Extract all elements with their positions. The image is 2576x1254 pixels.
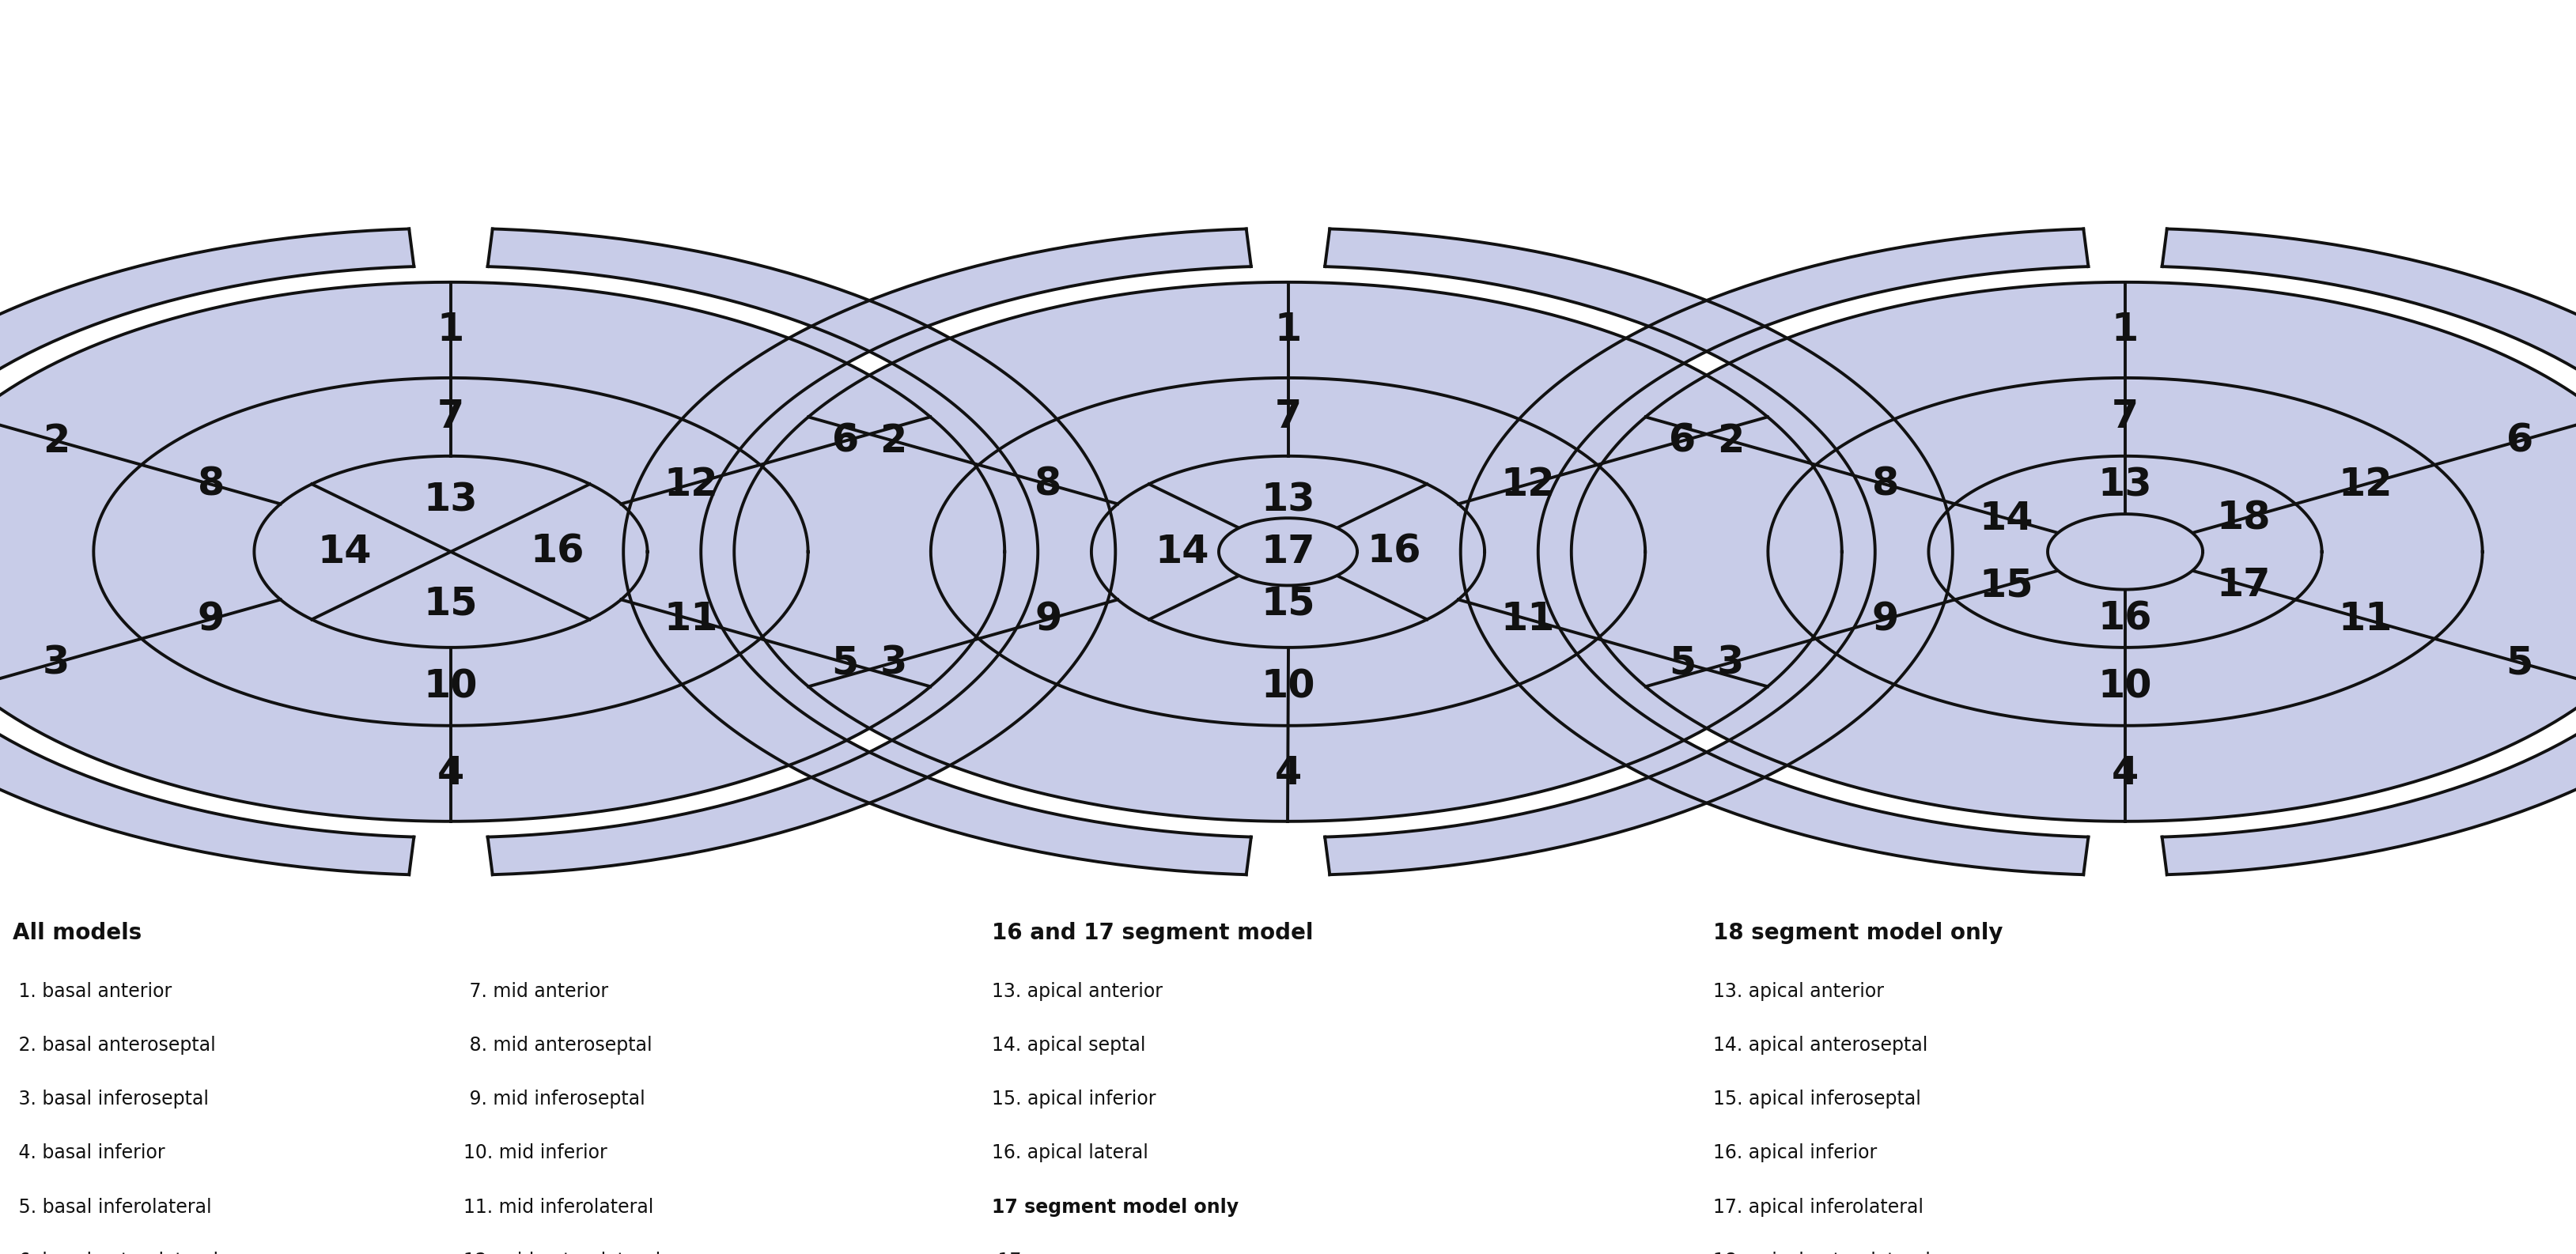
Polygon shape <box>255 456 647 647</box>
Text: 16 and 17 segment model: 16 and 17 segment model <box>992 922 1314 944</box>
Polygon shape <box>1218 518 1358 586</box>
Text: 17: 17 <box>2218 566 2272 604</box>
Text: 4: 4 <box>2112 755 2138 793</box>
Text: 2: 2 <box>1718 421 1744 460</box>
Text: 12: 12 <box>1502 465 1556 503</box>
Text: 4: 4 <box>1275 755 1301 793</box>
Text: 9: 9 <box>1036 601 1061 638</box>
Text: 8: 8 <box>198 465 224 503</box>
Polygon shape <box>93 377 809 726</box>
Text: 1: 1 <box>438 311 464 349</box>
Polygon shape <box>1324 229 1953 874</box>
Text: 16: 16 <box>1368 533 1422 571</box>
Text: 13: 13 <box>1260 482 1316 519</box>
Text: 9: 9 <box>1873 601 1899 638</box>
Text: 7: 7 <box>2112 398 2138 436</box>
Text: 5: 5 <box>1669 643 1695 682</box>
Text: 2: 2 <box>44 421 70 460</box>
Text: 4. basal inferior: 4. basal inferior <box>13 1144 165 1162</box>
Text: 12: 12 <box>665 465 719 503</box>
Text: 5: 5 <box>2506 643 2532 682</box>
Text: 14: 14 <box>1154 533 1208 571</box>
Text: 4: 4 <box>438 755 464 793</box>
Text: 10: 10 <box>422 667 479 706</box>
Text: 6: 6 <box>2506 421 2532 460</box>
Polygon shape <box>1571 282 2576 821</box>
Text: 1: 1 <box>1275 311 1301 349</box>
Text: 11. mid inferolateral: 11. mid inferolateral <box>464 1198 654 1216</box>
Text: 14. apical anteroseptal: 14. apical anteroseptal <box>1713 1036 1927 1055</box>
Text: 7: 7 <box>1275 398 1301 436</box>
Text: 15. apical inferoseptal: 15. apical inferoseptal <box>1713 1090 1922 1109</box>
Text: 18. apical anterolateral: 18. apical anterolateral <box>1713 1251 1929 1254</box>
Polygon shape <box>930 377 1646 726</box>
Text: 18 segment model only: 18 segment model only <box>1713 922 2004 944</box>
Text: 17. apex: 17. apex <box>992 1251 1079 1254</box>
Text: 6: 6 <box>1669 421 1695 460</box>
Text: 2: 2 <box>881 421 907 460</box>
Text: 6. basal anterolateral: 6. basal anterolateral <box>13 1251 219 1254</box>
Text: 1: 1 <box>2112 311 2138 349</box>
Text: 1. basal anterior: 1. basal anterior <box>13 982 173 1001</box>
Text: 9: 9 <box>198 601 224 638</box>
Polygon shape <box>734 282 1842 821</box>
Polygon shape <box>0 282 1005 821</box>
Polygon shape <box>623 229 1252 874</box>
Text: 3: 3 <box>1718 643 1744 682</box>
Text: 15: 15 <box>1978 566 2032 604</box>
Text: 11: 11 <box>665 601 719 638</box>
Text: 5. basal inferolateral: 5. basal inferolateral <box>13 1198 211 1216</box>
Polygon shape <box>0 229 415 874</box>
Text: 16: 16 <box>531 533 585 571</box>
Text: 12. mid anterolateral: 12. mid anterolateral <box>464 1251 662 1254</box>
Text: 9. mid inferoseptal: 9. mid inferoseptal <box>464 1090 647 1109</box>
Text: 16. apical inferior: 16. apical inferior <box>1713 1144 1878 1162</box>
Text: 14: 14 <box>317 533 371 571</box>
Text: 14. apical septal: 14. apical septal <box>992 1036 1146 1055</box>
Text: 17. apical inferolateral: 17. apical inferolateral <box>1713 1198 1924 1216</box>
Text: 18: 18 <box>2218 499 2272 538</box>
Polygon shape <box>1092 456 1484 647</box>
Text: 11: 11 <box>1502 601 1556 638</box>
Text: 13. apical anterior: 13. apical anterior <box>1713 982 1883 1001</box>
Polygon shape <box>1767 377 2483 726</box>
Text: 13: 13 <box>422 482 479 519</box>
Text: 6: 6 <box>832 421 858 460</box>
Text: 8: 8 <box>1036 465 1061 503</box>
Text: 13. apical anterior: 13. apical anterior <box>992 982 1162 1001</box>
Text: 17 segment model only: 17 segment model only <box>992 1198 1239 1216</box>
Text: 5: 5 <box>832 643 858 682</box>
Text: 17: 17 <box>1262 533 1314 571</box>
Text: 3: 3 <box>881 643 907 682</box>
Text: 7. mid anterior: 7. mid anterior <box>464 982 608 1001</box>
Text: 3. basal inferoseptal: 3. basal inferoseptal <box>13 1090 209 1109</box>
Text: 8. mid anteroseptal: 8. mid anteroseptal <box>464 1036 652 1055</box>
Text: 16: 16 <box>2097 599 2154 637</box>
Text: 10. mid inferior: 10. mid inferior <box>464 1144 608 1162</box>
Text: 3: 3 <box>44 643 70 682</box>
Text: 8: 8 <box>1873 465 1899 503</box>
Text: 15. apical inferior: 15. apical inferior <box>992 1090 1157 1109</box>
Text: All models: All models <box>13 922 142 944</box>
Text: 16. apical lateral: 16. apical lateral <box>992 1144 1149 1162</box>
Text: 10: 10 <box>1260 667 1316 706</box>
Polygon shape <box>2048 514 2202 589</box>
Polygon shape <box>487 229 1115 874</box>
Polygon shape <box>2161 229 2576 874</box>
Text: 11: 11 <box>2339 601 2393 638</box>
Text: 15: 15 <box>1260 584 1316 622</box>
Polygon shape <box>1929 456 2321 647</box>
Text: 7: 7 <box>438 398 464 436</box>
Polygon shape <box>1461 229 2089 874</box>
Text: 10: 10 <box>2097 667 2154 706</box>
Text: 14: 14 <box>1978 499 2032 538</box>
Text: 2. basal anteroseptal: 2. basal anteroseptal <box>13 1036 216 1055</box>
Text: 15: 15 <box>422 584 479 622</box>
Text: 13: 13 <box>2097 466 2154 504</box>
Text: 12: 12 <box>2339 465 2393 503</box>
